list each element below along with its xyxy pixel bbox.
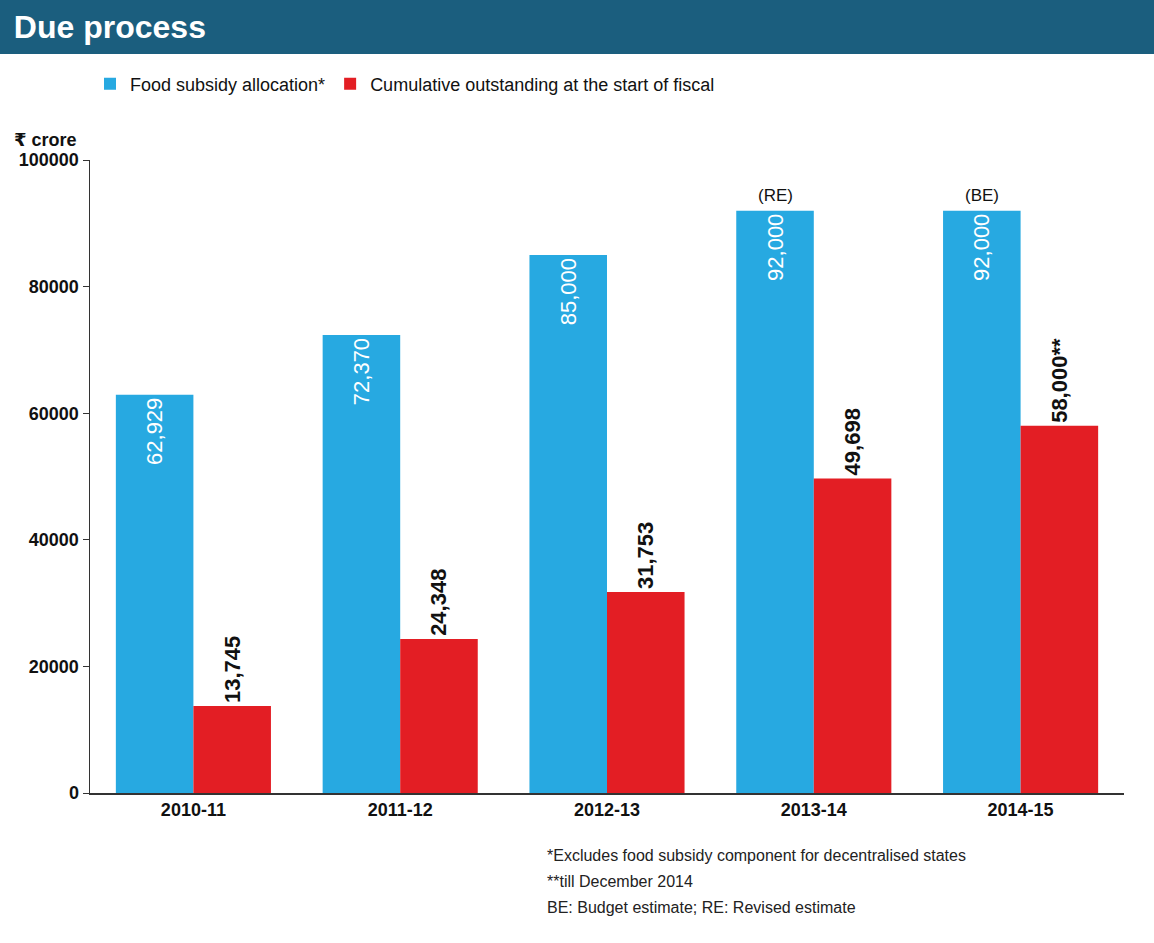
svg-text:(BE): (BE) [965, 186, 999, 205]
svg-text:60000: 60000 [29, 404, 79, 424]
svg-text:49,698: 49,698 [840, 408, 865, 475]
svg-text:BE: Budget estimate; RE: Revis: BE: Budget estimate; RE: Revised estimat… [547, 899, 856, 916]
svg-text:2012-13: 2012-13 [574, 800, 640, 820]
svg-text:2011-12: 2011-12 [368, 800, 433, 820]
svg-text:72,370: 72,370 [349, 338, 374, 405]
svg-text:92,000: 92,000 [763, 214, 788, 281]
svg-text:40000: 40000 [29, 530, 79, 550]
svg-text:2013-14: 2013-14 [781, 800, 847, 820]
svg-text:80000: 80000 [29, 277, 79, 297]
svg-text:58,000**: 58,000** [1047, 338, 1072, 423]
svg-text:0: 0 [69, 783, 79, 803]
svg-text:₹ crore: ₹ crore [14, 130, 77, 150]
svg-text:92,000: 92,000 [969, 214, 994, 281]
svg-text:2014-15: 2014-15 [988, 800, 1054, 820]
svg-text:Due process: Due process [14, 9, 206, 45]
svg-text:Food subsidy allocation*: Food subsidy allocation* [130, 75, 325, 95]
svg-text:100000: 100000 [19, 150, 79, 170]
svg-text:24,348: 24,348 [426, 569, 451, 636]
svg-text:85,000: 85,000 [556, 258, 581, 325]
svg-text:20000: 20000 [29, 657, 79, 677]
svg-text:**till December 2014: **till December 2014 [547, 873, 693, 890]
svg-text:*Excludes food subsidy compone: *Excludes food subsidy component for dec… [547, 847, 966, 864]
svg-text:13,745: 13,745 [220, 636, 245, 703]
svg-text:31,753: 31,753 [633, 522, 658, 589]
svg-text:(RE): (RE) [758, 186, 793, 205]
svg-text:Cumulative outstanding at the: Cumulative outstanding at the start of f… [370, 75, 714, 95]
svg-text:62,929: 62,929 [142, 398, 167, 465]
svg-text:2010-11: 2010-11 [161, 800, 226, 820]
